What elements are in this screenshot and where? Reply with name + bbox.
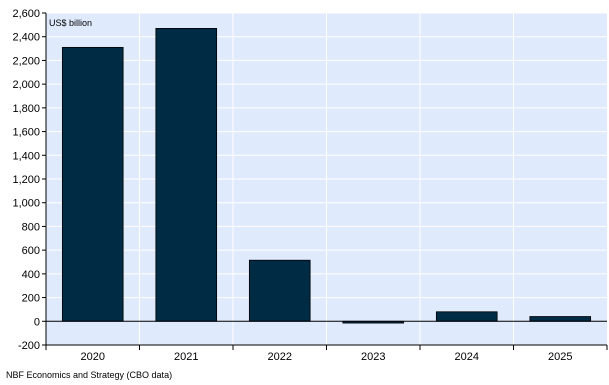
y-tick-label: 2,000 [12, 79, 40, 91]
y-tick-label: 800 [22, 221, 40, 233]
y-tick-label: 600 [22, 245, 40, 257]
x-tick-label: 2022 [268, 351, 292, 363]
y-tick-label: 200 [22, 293, 40, 305]
x-tick-label: 2020 [81, 351, 105, 363]
y-tick-label: 1,200 [12, 174, 40, 186]
bar-2024 [435, 311, 498, 322]
x-tick-label: 2023 [361, 351, 385, 363]
y-tick-label: 2,400 [12, 32, 40, 44]
bar-2020 [61, 46, 124, 322]
source-note: NBF Economics and Strategy (CBO data) [6, 370, 173, 380]
y-tick-label: 0 [34, 316, 40, 328]
y-tick-label: 400 [22, 269, 40, 281]
y-tick-label: 2,600 [12, 8, 40, 20]
bar-2025 [529, 316, 592, 322]
x-tick-label: 2021 [174, 351, 198, 363]
y-tick-label: 2,200 [12, 55, 40, 67]
unit-label: US$ billion [49, 18, 92, 28]
bar-2022 [248, 259, 311, 322]
y-tick-label: 1,400 [12, 150, 40, 162]
x-tick-label: 2024 [455, 351, 479, 363]
y-tick-label: 1,600 [12, 127, 40, 139]
y-tick-label: -200 [18, 340, 40, 352]
x-tick-label: 2025 [548, 351, 572, 363]
y-tick-label: 1,000 [12, 198, 40, 210]
bar-2021 [155, 28, 218, 322]
y-tick-label: 1,800 [12, 103, 40, 115]
